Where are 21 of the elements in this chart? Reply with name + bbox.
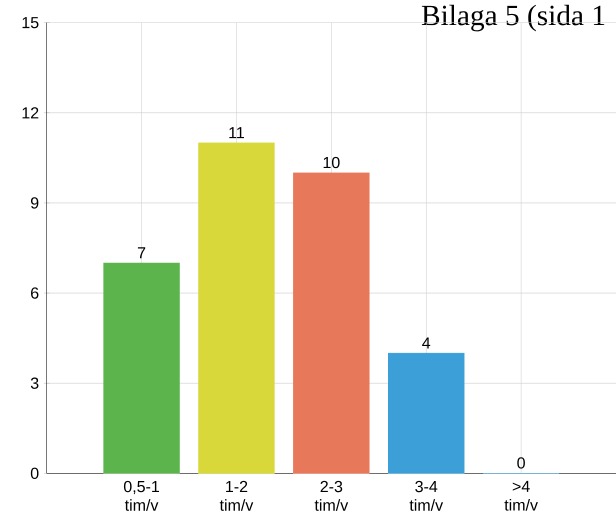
data-label: 0	[517, 457, 525, 468]
data-label: 10	[324, 156, 340, 168]
data-label: 7	[138, 247, 146, 258]
chart-title: Bilaga 5 (sida 1	[422, 4, 604, 32]
x-tick-label: 3-4 tim/v	[410, 480, 444, 511]
y-tick-label: 12	[22, 107, 38, 118]
x-tick-label: 2-3 tim/v	[314, 480, 348, 511]
x-tick-label: 1-2 tim/v	[220, 480, 254, 511]
y-tick-label: 9	[30, 197, 38, 208]
y-tick-label: 0	[30, 468, 38, 479]
y-tick-label: 3	[30, 377, 38, 389]
data-label: 4	[422, 337, 430, 348]
x-tick-label: 0,5-1 tim/v	[124, 480, 160, 511]
bar	[388, 352, 464, 474]
x-tick-label: >4 tim/v	[504, 480, 538, 511]
bar	[293, 172, 370, 474]
data-label: 11	[229, 126, 244, 138]
y-tick-label: 6	[31, 287, 38, 299]
bar	[198, 142, 275, 474]
bar	[103, 262, 180, 474]
y-tick-label: 15	[22, 16, 38, 28]
